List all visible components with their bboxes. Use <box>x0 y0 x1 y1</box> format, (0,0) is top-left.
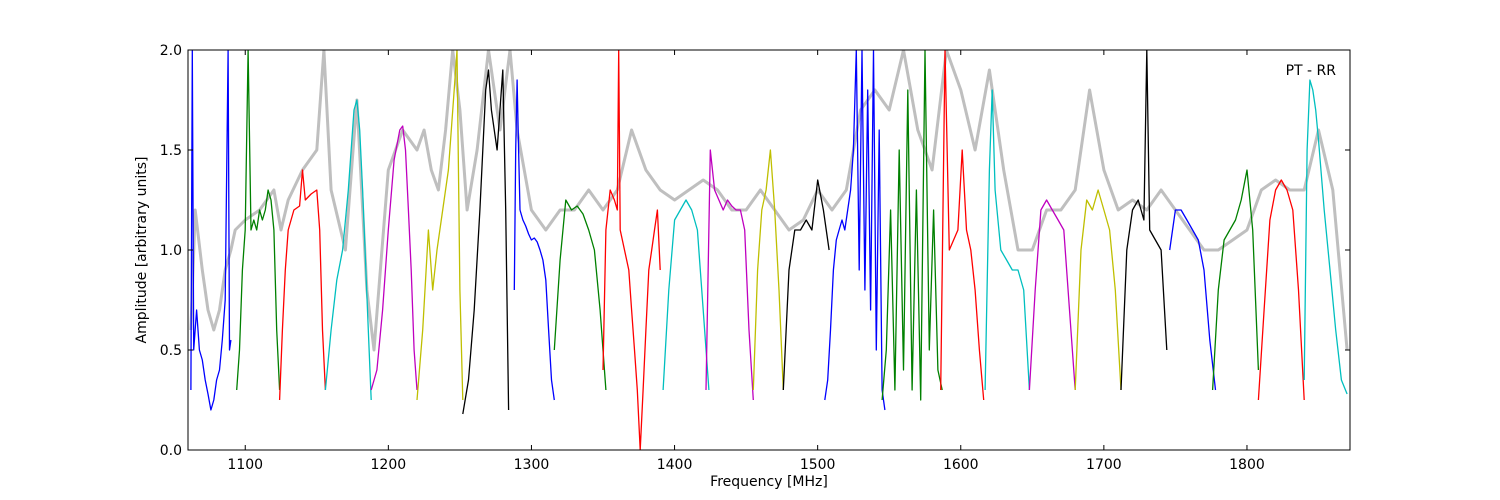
x-axis-label: Frequency [MHz] <box>710 474 828 490</box>
series-4-segment-0-line <box>370 125 418 391</box>
chart-annotation: PT - RR <box>1286 63 1337 79</box>
series-1-segment-0-line <box>236 50 281 391</box>
y-tick-label: 2.0 <box>160 43 182 59</box>
y-tick-label: 0.5 <box>160 343 182 359</box>
series-2-segment-2-line <box>940 50 985 401</box>
series-0-segment-2-line <box>513 79 521 291</box>
x-tick-label: 1200 <box>371 457 407 473</box>
y-tick-label: 1.0 <box>160 243 182 259</box>
x-axis: 1100 1200 1300 1400 1500 1600 1700 1800 <box>227 50 1265 473</box>
series-6-segment-0-line <box>462 69 510 415</box>
background-series <box>189 50 1349 352</box>
x-tick-label: 1700 <box>1086 457 1122 473</box>
series-0-segment-0-line <box>190 50 232 411</box>
series-3-segment-3-line <box>1303 79 1348 395</box>
series-5-segment-1-line <box>752 149 784 391</box>
y-axis: 0.0 0.5 1.0 1.5 2.0 <box>160 43 1350 459</box>
x-tick-label: 1300 <box>514 457 550 473</box>
series-3-segment-1-line <box>662 199 710 391</box>
series-5-segment-0-line <box>416 50 464 401</box>
x-tick-label: 1500 <box>800 457 836 473</box>
series-0-segment-3-line <box>824 50 886 411</box>
series-5-segment-2-line <box>1074 189 1122 391</box>
series-6-segment-1-line <box>782 179 830 391</box>
series-1-segment-1-line <box>553 199 607 391</box>
x-tick-label: 1400 <box>657 457 693 473</box>
series-2-segment-1-line <box>602 50 661 450</box>
x-tick-label: 1100 <box>227 457 263 473</box>
series-4-segment-2-line <box>1028 199 1076 391</box>
series-1-segment-2-line <box>881 50 943 401</box>
series-0-segment-4-line <box>1169 209 1217 391</box>
y-tick-label: 0.0 <box>160 443 182 459</box>
series-0-segment-1-line <box>519 209 555 401</box>
y-axis-label: Amplitude [arbitrary units] <box>134 157 150 344</box>
series-3-segment-0-line <box>324 99 372 401</box>
x-tick-label: 1800 <box>1229 457 1265 473</box>
series-3-segment-2-line <box>984 89 1031 391</box>
y-tick-label: 1.5 <box>160 143 182 159</box>
series-6-segment-2-line <box>1120 50 1168 391</box>
series-layer <box>190 50 1348 450</box>
series-4-segment-1-line <box>705 149 754 401</box>
series-2-segment-3-line <box>1257 179 1305 401</box>
x-tick-label: 1600 <box>943 457 979 473</box>
background-line <box>189 50 1349 352</box>
series-1-segment-3-line <box>1211 169 1260 391</box>
series-2-segment-0-line <box>278 169 327 401</box>
